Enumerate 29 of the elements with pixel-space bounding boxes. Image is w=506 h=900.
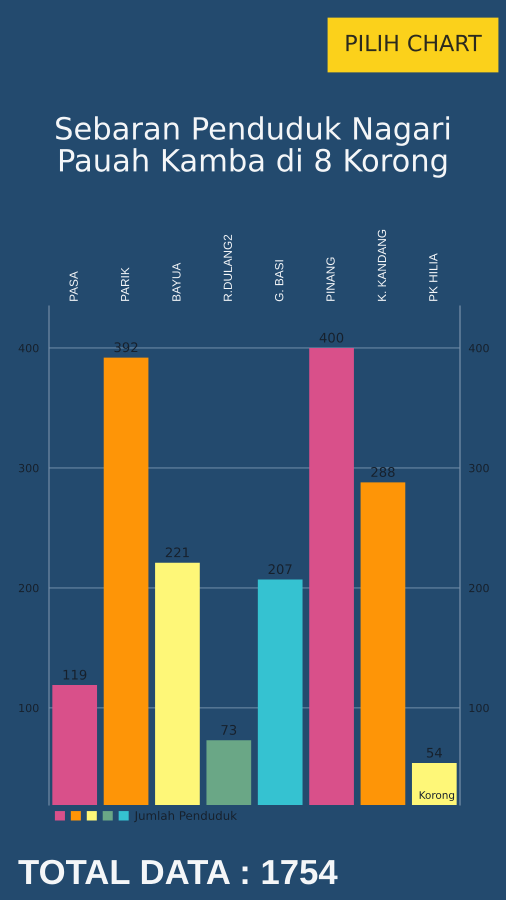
x-tick-label: PINANG [326, 257, 335, 301]
data-label: 392 [114, 342, 138, 352]
data-label: 207 [268, 564, 292, 574]
x-tick-label: PARIK [120, 267, 130, 301]
y-tick-label: 100 [19, 704, 39, 712]
y2-tick-label: 100 [470, 704, 489, 712]
data-label: 221 [166, 547, 189, 558]
y2-tick-label: 200 [469, 584, 489, 592]
text: PILIH CHART [346, 34, 482, 52]
data-label: 288 [371, 467, 395, 477]
data-label: 119 [64, 670, 86, 680]
y-tick-label: 300 [18, 464, 39, 472]
data-label: 400 [320, 332, 344, 343]
x-tick-label: R.DULANG2 [224, 234, 232, 301]
y-tick-label: 400 [18, 344, 39, 352]
data-label: 73 [222, 724, 236, 735]
x-tick-label: BAYUA [172, 262, 181, 301]
annotation: Korong [420, 791, 454, 801]
y2-tick-label: 300 [469, 464, 489, 472]
text: TOTAL DATA : 1754 [18, 860, 338, 884]
y2-tick-label: 400 [468, 344, 489, 352]
data-label: 54 [426, 748, 442, 758]
x-tick-label: PK HILIA [429, 253, 438, 301]
y-tick-label: 200 [18, 584, 39, 592]
chart-title: Sebaran Penduduk Nagari Pauah Kamba di 8 Korong [56, 116, 450, 178]
legend-label: Jumlah Penduduk [134, 810, 237, 822]
x-tick-label: PASA [69, 271, 78, 301]
x-tick-label: K. KANDANG [378, 230, 386, 301]
x-tick-label: G. BASI [274, 260, 284, 302]
